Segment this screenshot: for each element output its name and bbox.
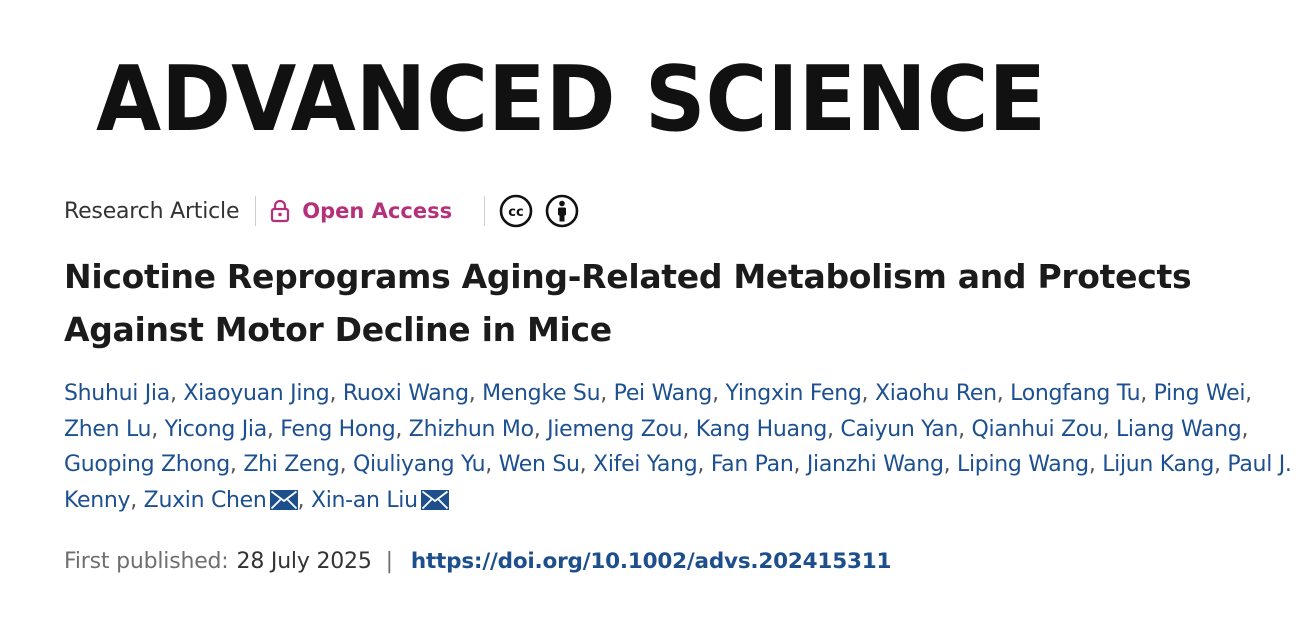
author-link[interactable]: Yicong Jia bbox=[164, 416, 268, 442]
author-link[interactable]: Lijun Kang bbox=[1102, 452, 1214, 477]
author-link[interactable]: Zhi Zeng bbox=[243, 452, 340, 477]
author-list: Shuhui Jia, Xiaoyuan Jing, Ruoxi Wang, M… bbox=[64, 376, 1294, 521]
author-link[interactable]: Ruoxi Wang bbox=[342, 381, 469, 406]
open-access-label: Open Access bbox=[302, 199, 453, 223]
author-link[interactable]: Paul J. Kenny bbox=[64, 452, 1292, 513]
divider bbox=[484, 196, 486, 226]
journal-logo-wordmark: ADVANCED SCIENCE bbox=[96, 47, 1046, 136]
svg-text:cc: cc bbox=[508, 205, 523, 220]
envelope-icon[interactable] bbox=[269, 486, 298, 522]
author-link[interactable]: Jiemeng Zou bbox=[547, 416, 683, 442]
envelope-icon[interactable] bbox=[420, 486, 449, 522]
author-link[interactable]: Zhen Lu bbox=[64, 416, 152, 442]
separator: | bbox=[385, 548, 393, 574]
author-link[interactable]: Xin-an Liu bbox=[310, 487, 418, 513]
author-link[interactable]: Xifei Yang bbox=[593, 452, 698, 477]
creative-commons-icon: cc bbox=[499, 194, 533, 228]
author-link[interactable]: Guoping Zhong bbox=[64, 452, 230, 477]
article-title: Nicotine Reprograms Aging-Related Metabo… bbox=[64, 257, 1192, 349]
journal-logo-text: ADVANCED SCIENCE bbox=[96, 47, 1046, 136]
first-published-label: First published: bbox=[64, 548, 229, 574]
lock-icon bbox=[270, 199, 290, 223]
author-link[interactable]: Jianzhi Wang bbox=[806, 452, 944, 477]
publication-info: First published: 28 July 2025 | https://… bbox=[64, 544, 891, 578]
author-link[interactable]: Shuhui Jia bbox=[64, 381, 170, 406]
author-link[interactable]: Xiaohu Ren bbox=[874, 381, 997, 406]
author-link[interactable]: Feng Hong bbox=[280, 416, 396, 442]
author-link[interactable]: Mengke Su bbox=[482, 381, 601, 406]
publication-date: 28 July 2025 bbox=[236, 548, 372, 574]
divider bbox=[255, 196, 257, 226]
open-access-badge[interactable]: Open Access bbox=[270, 199, 452, 223]
author-link[interactable]: Liping Wang bbox=[957, 452, 1089, 477]
author-link[interactable]: Fan Pan bbox=[710, 452, 794, 477]
author-link[interactable]: Zhizhun Mo bbox=[408, 416, 534, 442]
journal-logo[interactable]: ADVANCED SCIENCE bbox=[96, 46, 1056, 136]
author-link[interactable]: Kang Huang bbox=[695, 416, 828, 442]
license-badges[interactable]: cc bbox=[499, 194, 579, 228]
author-link[interactable]: Longfang Tu bbox=[1010, 381, 1141, 406]
author-link[interactable]: Xiaoyuan Jing bbox=[183, 381, 330, 406]
author-link[interactable]: Caiyun Yan bbox=[840, 416, 959, 442]
doi-link[interactable]: https://doi.org/10.1002/advs.202415311 bbox=[410, 548, 892, 574]
article-type: Research Article bbox=[64, 198, 240, 224]
article-meta-row: Research Article Open Access cc bbox=[64, 193, 579, 229]
author-link[interactable]: Qiuliyang Yu bbox=[352, 452, 486, 477]
attribution-icon bbox=[545, 194, 579, 228]
author-link[interactable]: Ping Wei bbox=[1153, 381, 1246, 406]
author-link[interactable]: Liang Wang bbox=[1115, 416, 1242, 442]
author-link[interactable]: Wen Su bbox=[498, 452, 580, 477]
author-link[interactable]: Pei Wang bbox=[613, 381, 713, 406]
author-link[interactable]: Qianhui Zou bbox=[971, 416, 1103, 442]
author-link[interactable]: Zuxin Chen bbox=[143, 487, 267, 513]
author-link[interactable]: Yingxin Feng bbox=[725, 381, 862, 406]
